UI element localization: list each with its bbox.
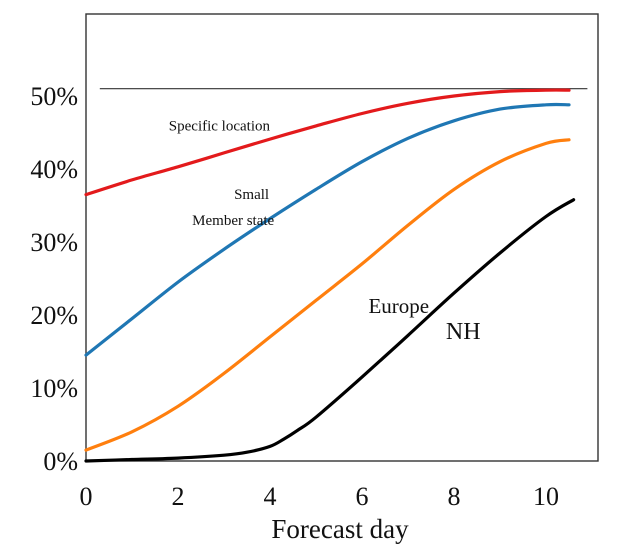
y-tick-label: 20% [30,301,78,330]
x-tick-label: 10 [533,482,559,511]
x-tick-labels: 0 2 4 6 8 10 [80,482,560,511]
series-line-4 [84,198,576,463]
y-tick-label: 30% [30,228,78,257]
series-annotation: NH [446,319,481,345]
series-annotation: Specific location [169,118,271,134]
series-annotation: Small [234,187,269,203]
x-tick-label: 6 [356,482,369,511]
x-tick-label: 4 [264,482,277,511]
series-annotation: Europe [368,294,429,318]
y-tick-label: 10% [30,374,78,403]
y-tick-label: 40% [30,155,78,184]
y-tick-label: 0% [43,447,78,476]
series-annotation: Member state [192,213,274,229]
x-axis-title: Forecast day [271,514,409,544]
y-tick-labels: 0% 10% 20% 30% 40% 50% [30,82,78,476]
x-tick-label: 8 [448,482,461,511]
x-tick-label: 2 [172,482,185,511]
series-group [84,88,576,463]
x-tick-label: 0 [80,482,93,511]
series-line-2 [84,102,571,357]
series-line-1 [84,88,571,197]
plot-frame [85,13,599,462]
y-tick-label: 50% [30,82,78,111]
series-annotations: Specific location Small Member state Europe… [169,118,481,345]
series-line-3 [84,138,571,452]
